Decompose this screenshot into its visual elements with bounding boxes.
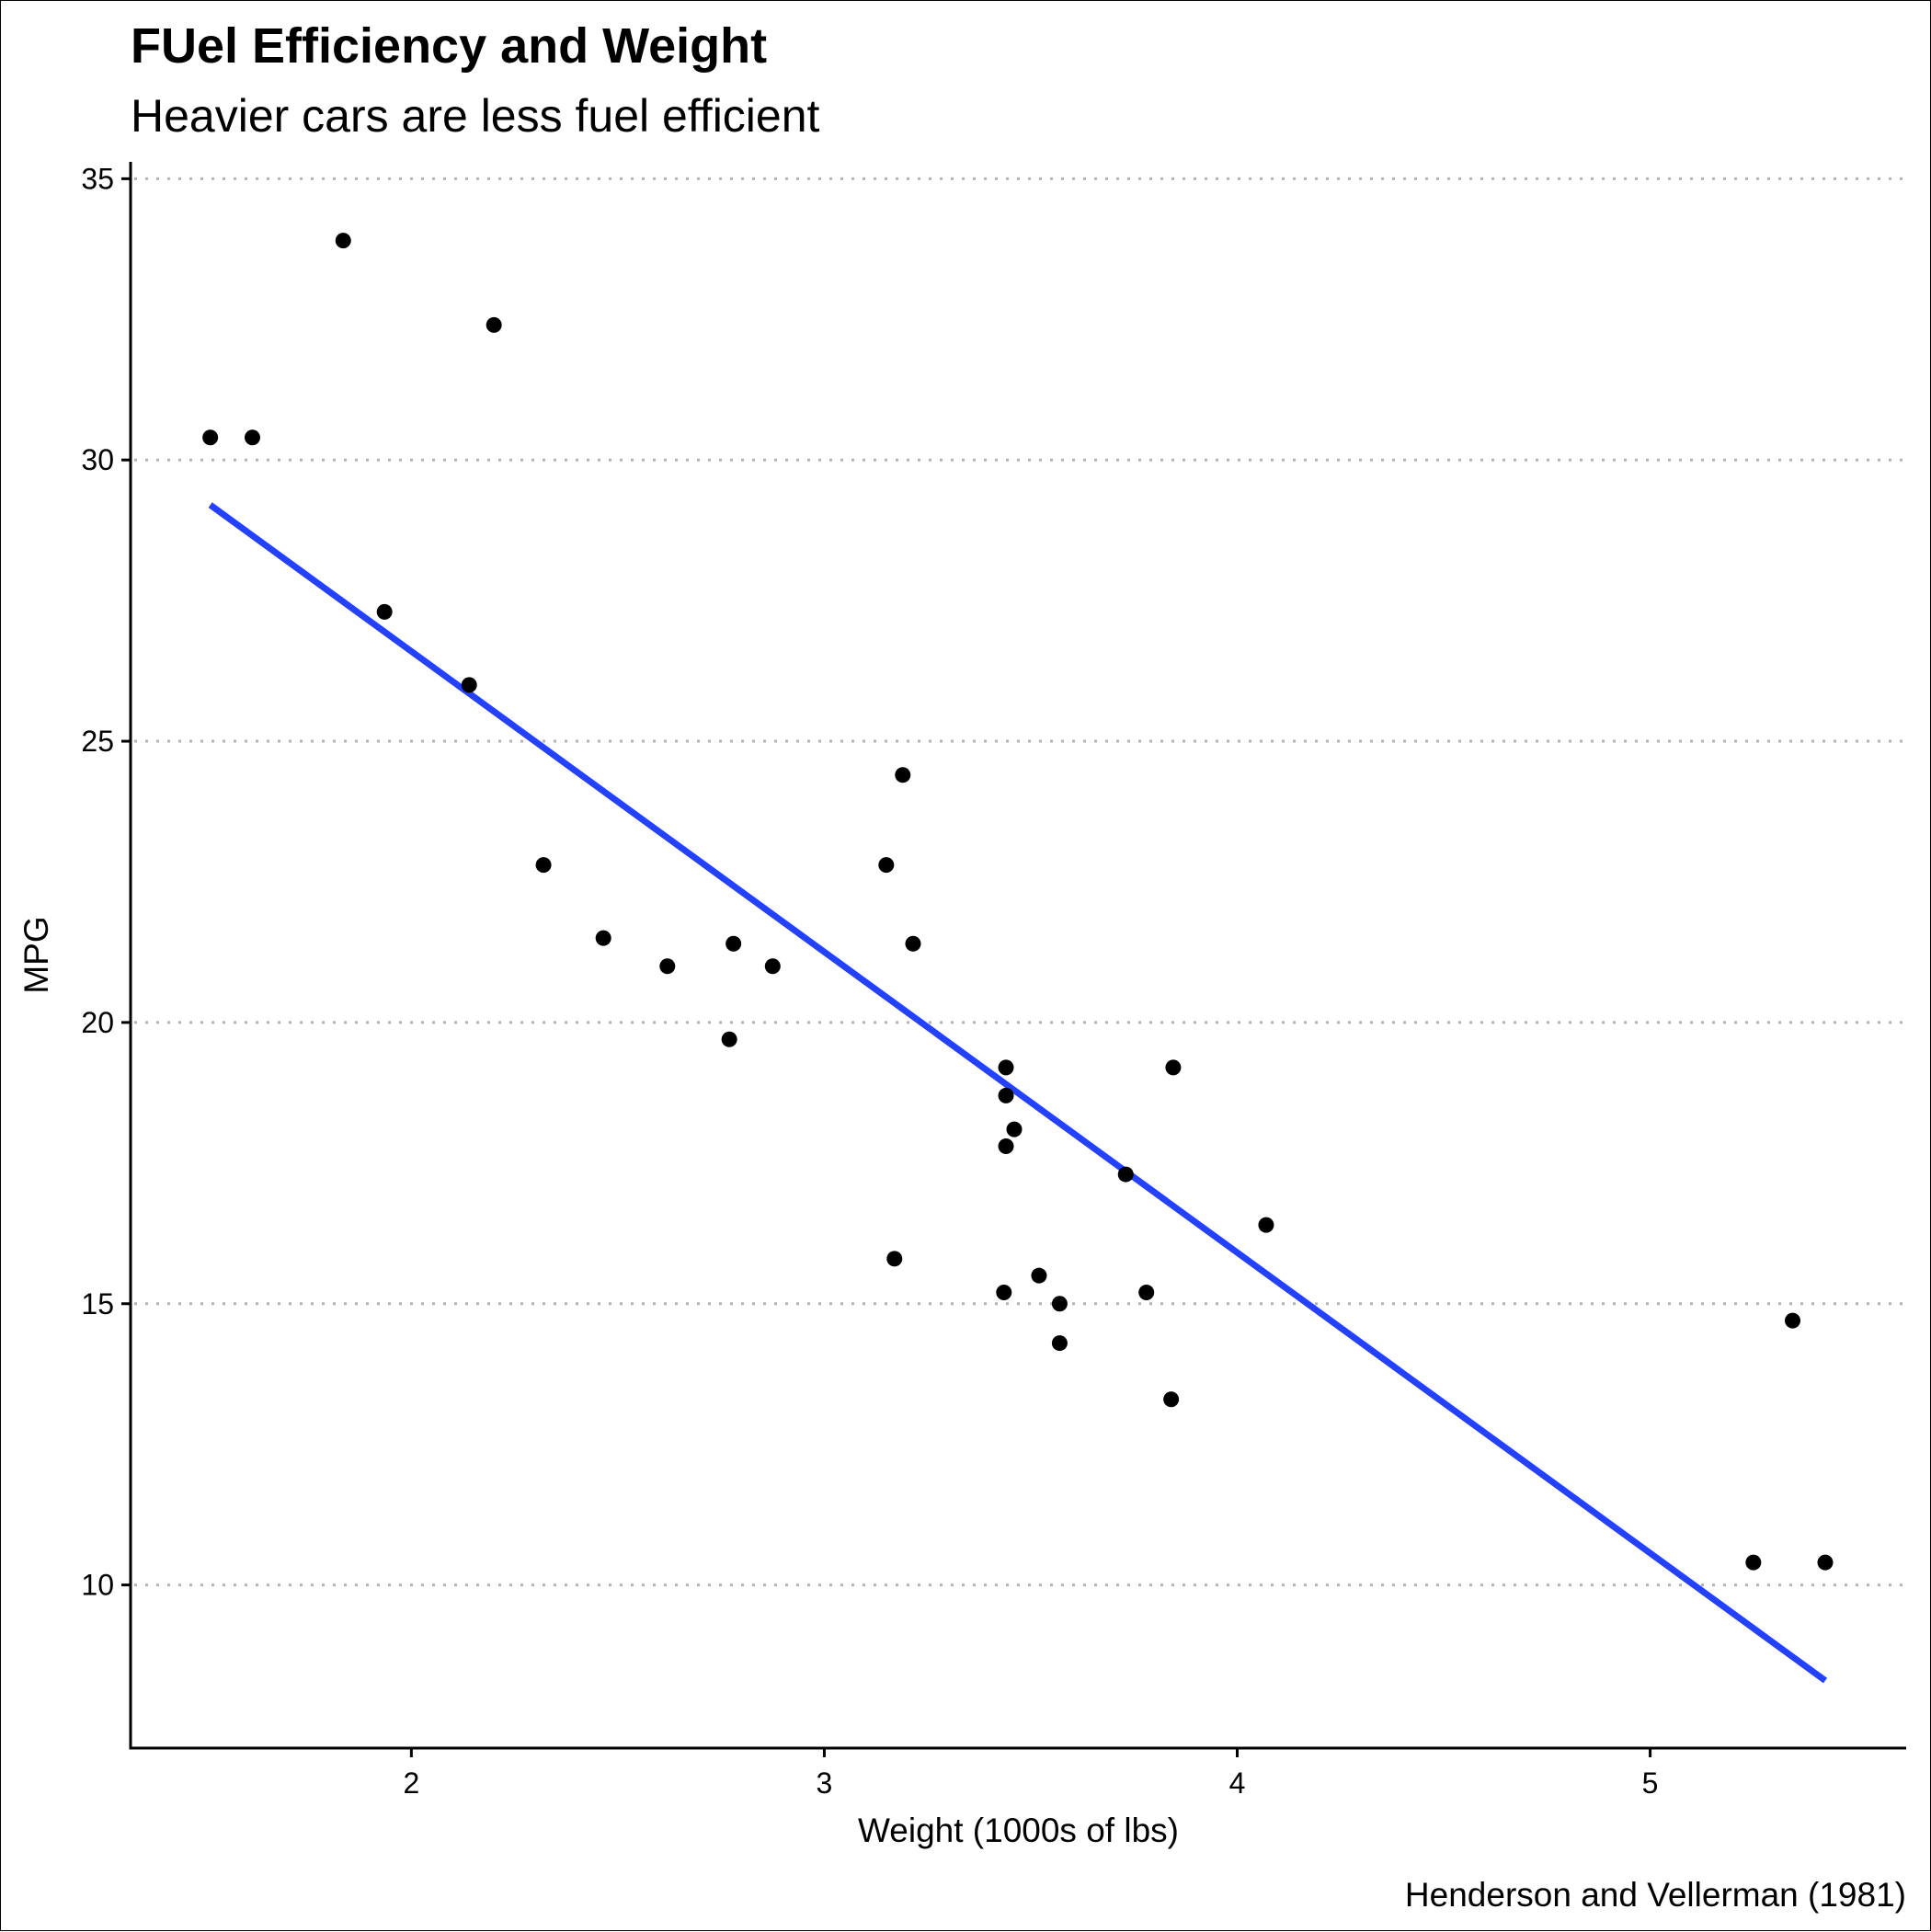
data-point xyxy=(878,857,895,874)
data-point xyxy=(1006,1121,1023,1137)
axes xyxy=(129,162,1906,1750)
data-point xyxy=(1785,1312,1801,1329)
y-tick-label: 10 xyxy=(81,1569,114,1602)
data-point xyxy=(244,429,260,446)
data-point xyxy=(998,1059,1014,1076)
data-point xyxy=(376,603,393,620)
data-point xyxy=(1051,1335,1068,1352)
y-tick-label: 15 xyxy=(81,1287,114,1320)
data-point xyxy=(721,1031,737,1047)
data-point xyxy=(202,429,219,446)
regression-line xyxy=(208,502,1828,1684)
data-point xyxy=(486,316,502,333)
data-point xyxy=(1117,1166,1134,1183)
gridlines xyxy=(134,177,1906,1587)
data-point xyxy=(595,930,611,946)
data-point xyxy=(1817,1554,1834,1571)
y-axis-title: MPG xyxy=(17,916,55,993)
data-point xyxy=(998,1087,1014,1103)
data-point xyxy=(764,958,781,975)
data-point xyxy=(895,767,911,783)
data-point xyxy=(535,857,552,874)
data-point xyxy=(1163,1391,1180,1408)
chart-title: FUel Efficiency and Weight xyxy=(131,18,767,74)
x-tick-label: 4 xyxy=(1229,1766,1246,1800)
data-point xyxy=(1165,1059,1182,1076)
y-tick-label: 25 xyxy=(81,725,114,758)
y-tick-label: 20 xyxy=(81,1006,114,1039)
data-point xyxy=(1258,1217,1274,1233)
data-point xyxy=(1138,1285,1155,1301)
data-point xyxy=(886,1251,903,1267)
x-tick-label: 2 xyxy=(403,1766,419,1800)
x-axis-title: Weight (1000s of lbs) xyxy=(858,1812,1179,1849)
x-axis-ticks: 2 3 4 5 xyxy=(403,1748,1658,1800)
data-point xyxy=(726,935,742,952)
regression-line-group xyxy=(208,502,1828,1684)
data-point xyxy=(335,233,351,249)
data-point xyxy=(659,958,676,975)
y-tick-label: 35 xyxy=(81,162,114,195)
x-tick-label: 5 xyxy=(1642,1766,1659,1800)
data-point xyxy=(1051,1296,1068,1312)
chart-subtitle: Heavier cars are less fuel efficient xyxy=(131,90,820,142)
x-tick-label: 3 xyxy=(817,1766,833,1800)
y-axis-ticks: 10 15 20 25 30 35 xyxy=(81,162,131,1602)
data-point xyxy=(1031,1267,1047,1284)
data-point xyxy=(998,1137,1014,1154)
data-point xyxy=(905,935,921,952)
data-point xyxy=(1745,1554,1762,1571)
data-point xyxy=(996,1285,1012,1301)
chart-caption: Henderson and Vellerman (1981) xyxy=(1405,1876,1906,1914)
data-point xyxy=(461,677,477,693)
data-points xyxy=(202,233,1834,1571)
y-tick-label: 30 xyxy=(81,443,114,476)
